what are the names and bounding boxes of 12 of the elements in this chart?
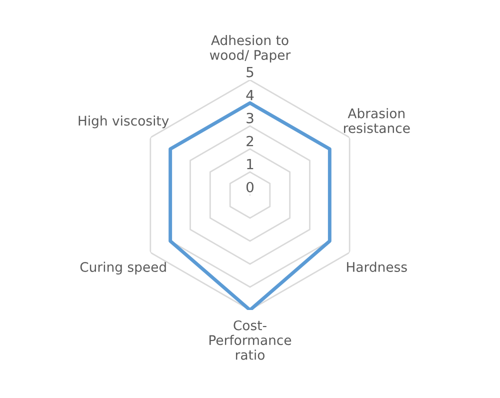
spoke-label: Hardness xyxy=(347,262,407,272)
y-tick-label: 1 xyxy=(247,159,254,170)
spoke-label: Abrasion resistance xyxy=(344,108,410,134)
y-tick-label: 4 xyxy=(246,90,254,100)
spoke-label: Adhesion to wood/ Paper xyxy=(210,35,291,63)
spoke-label: High viscosity xyxy=(78,116,169,128)
y-tick-label: 5 xyxy=(246,67,254,78)
spoke-label: Curing speed xyxy=(80,262,166,275)
y-tick-label: 0 xyxy=(246,182,254,192)
spoke-label: Cost- Performance ratio xyxy=(209,320,292,360)
y-tick-label: 2 xyxy=(246,136,254,146)
y-tick-label: 3 xyxy=(246,112,254,124)
